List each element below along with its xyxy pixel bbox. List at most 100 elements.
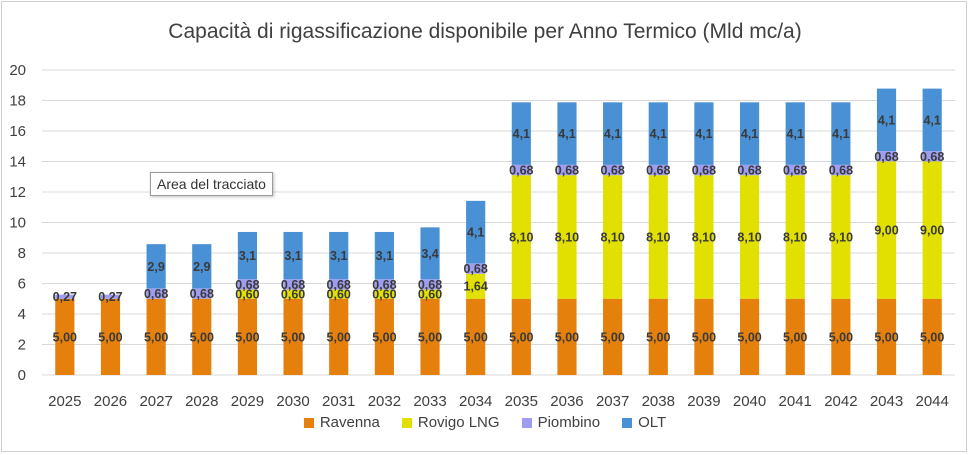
data-label: 5,00 xyxy=(555,330,579,344)
data-label: 8,10 xyxy=(692,230,716,244)
legend-label: Piombino xyxy=(537,414,601,431)
y-tick-label: 4 xyxy=(18,306,26,323)
bar-ravenna xyxy=(466,298,486,375)
bar-ravenna xyxy=(374,298,394,375)
data-label: 0,68 xyxy=(829,164,853,178)
y-tick-label: 14 xyxy=(9,154,26,171)
bar-rovigo-lng xyxy=(557,175,577,299)
data-label: 5,00 xyxy=(281,330,305,344)
legend-item: Ravenna xyxy=(303,414,380,431)
bar-ravenna xyxy=(739,298,760,375)
x-tick-label: 2044 xyxy=(915,393,948,410)
bar-olt xyxy=(557,102,577,165)
bar-rovigo-lng xyxy=(922,161,942,299)
data-label: 3,4 xyxy=(421,247,438,261)
bar-ravenna xyxy=(648,298,668,375)
data-label: 0,68 xyxy=(190,287,214,301)
bar-piombino xyxy=(785,164,805,176)
legend-swatch xyxy=(521,417,532,428)
data-label: 0,68 xyxy=(418,278,442,292)
data-label: 5,00 xyxy=(327,330,351,344)
bar-olt xyxy=(603,102,623,165)
legend: Ravenna Rovigo LNG Piombino OLT xyxy=(0,414,970,431)
bar-olt xyxy=(876,88,897,152)
data-label: 4,1 xyxy=(695,127,712,141)
chart-title: Capacità di rigassificazione disponibile… xyxy=(168,20,802,43)
bar-ravenna xyxy=(146,298,166,375)
data-label: 0,68 xyxy=(372,278,396,292)
x-tick-label: 2039 xyxy=(687,393,720,410)
bar-rovigo-lng xyxy=(283,289,303,299)
bar-olt xyxy=(237,231,258,280)
data-labels: 5,00 0,27 5,00 0,27 5,00 0,68 2,9 5,00 0,68 2,9 5,… xyxy=(53,113,945,344)
bars xyxy=(55,88,942,375)
bar-ravenna xyxy=(237,298,258,375)
data-label: 0,68 xyxy=(692,164,716,178)
data-label: 8,10 xyxy=(829,230,853,244)
data-label: 5,00 xyxy=(53,330,77,344)
data-label: 9,00 xyxy=(920,224,944,238)
bar-ravenna xyxy=(511,298,531,375)
data-label: 4,1 xyxy=(604,127,621,141)
data-label: 0,68 xyxy=(920,150,944,164)
x-tick-label: 2032 xyxy=(368,393,401,410)
bar-rovigo-lng xyxy=(466,273,486,299)
y-tick-label: 6 xyxy=(18,276,26,293)
data-label: 0,68 xyxy=(235,278,259,292)
bar-piombino xyxy=(192,288,212,299)
data-label: 0,68 xyxy=(737,164,761,178)
bar-rovigo-lng xyxy=(648,175,668,299)
x-tick-label: 2043 xyxy=(870,393,903,410)
data-label: 4,1 xyxy=(787,127,804,141)
legend-swatch xyxy=(401,417,412,428)
x-tick-label: 2041 xyxy=(779,393,812,410)
y-tick-label: 20 xyxy=(9,62,26,79)
bar-piombino xyxy=(146,288,166,299)
bar-olt xyxy=(146,244,166,289)
legend-item: Rovigo LNG xyxy=(401,414,500,431)
bar-piombino xyxy=(466,263,486,274)
data-label: 1,64 xyxy=(464,280,488,294)
data-label: 3,1 xyxy=(376,249,393,263)
bar-rovigo-lng xyxy=(603,175,623,299)
legend-swatch xyxy=(303,417,314,428)
x-tick-label: 2025 xyxy=(48,393,81,410)
bar-piombino xyxy=(283,279,303,290)
data-label: 0,68 xyxy=(144,287,168,301)
bar-olt xyxy=(694,102,714,165)
data-label: 3,1 xyxy=(284,249,301,263)
data-label: 4,1 xyxy=(467,226,484,240)
x-tick-label: 2026 xyxy=(94,393,127,410)
bar-rovigo-lng xyxy=(876,161,897,299)
x-tick-label: 2029 xyxy=(231,393,264,410)
bar-piombino xyxy=(329,279,349,290)
data-label: 2,9 xyxy=(147,260,164,274)
legend-label: Rovigo LNG xyxy=(417,414,500,431)
data-label: 5,00 xyxy=(600,330,624,344)
data-label: 0,68 xyxy=(281,278,305,292)
data-label: 0,68 xyxy=(327,278,351,292)
bar-olt xyxy=(329,231,349,280)
bar-piombino xyxy=(876,151,897,162)
bar-olt xyxy=(648,102,668,165)
bar-rovigo-lng xyxy=(739,175,760,299)
data-label: 3,1 xyxy=(239,249,256,263)
data-label: 0,68 xyxy=(646,164,670,178)
data-label: 5,00 xyxy=(372,330,396,344)
data-label: 5,00 xyxy=(98,330,122,344)
bar-ravenna xyxy=(922,298,942,375)
bar-olt xyxy=(831,102,851,165)
bar-ravenna xyxy=(329,298,349,375)
data-label: 5,00 xyxy=(464,330,488,344)
data-label: 4,1 xyxy=(923,113,940,127)
bar-rovigo-lng xyxy=(785,175,805,299)
bar-olt xyxy=(192,244,212,289)
bar-ravenna xyxy=(100,298,121,375)
data-label: 5,00 xyxy=(235,330,259,344)
data-label: 0,68 xyxy=(555,164,579,178)
bar-piombino xyxy=(237,279,258,290)
legend-item: OLT xyxy=(622,414,666,431)
data-label: 5,00 xyxy=(418,330,442,344)
x-tick-label: 2036 xyxy=(550,393,583,410)
data-label: 4,1 xyxy=(878,113,895,127)
